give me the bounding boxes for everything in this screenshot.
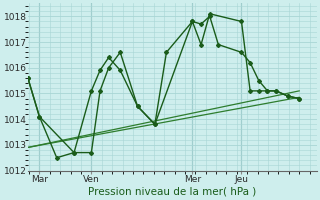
- X-axis label: Pression niveau de la mer( hPa ): Pression niveau de la mer( hPa ): [88, 187, 256, 197]
